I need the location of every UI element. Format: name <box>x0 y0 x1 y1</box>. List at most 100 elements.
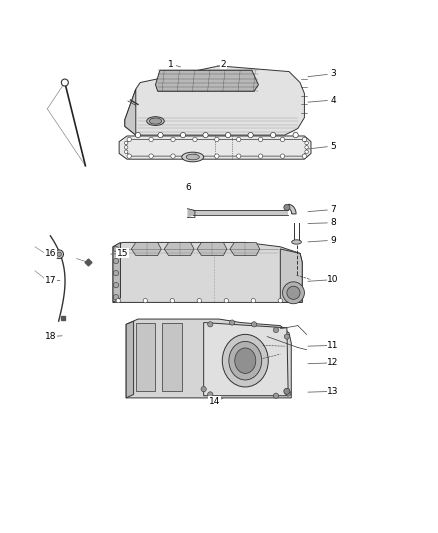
Circle shape <box>283 282 304 304</box>
Text: 17: 17 <box>45 276 56 285</box>
Circle shape <box>170 298 174 303</box>
Circle shape <box>284 334 290 339</box>
Circle shape <box>113 270 119 276</box>
Circle shape <box>271 133 276 138</box>
Circle shape <box>55 250 64 259</box>
Circle shape <box>124 150 128 154</box>
Circle shape <box>302 154 307 158</box>
Circle shape <box>215 154 219 158</box>
Circle shape <box>286 391 291 396</box>
Text: 18: 18 <box>45 332 56 341</box>
Circle shape <box>284 204 290 211</box>
Polygon shape <box>125 89 136 135</box>
Text: 13: 13 <box>327 387 339 396</box>
Circle shape <box>237 154 241 158</box>
Circle shape <box>224 298 229 303</box>
Polygon shape <box>126 321 134 398</box>
Polygon shape <box>136 324 155 391</box>
Circle shape <box>258 154 263 158</box>
Circle shape <box>180 133 186 138</box>
Polygon shape <box>280 249 302 302</box>
Polygon shape <box>131 243 161 255</box>
Circle shape <box>113 259 119 264</box>
Text: 9: 9 <box>330 236 336 245</box>
Circle shape <box>302 138 307 142</box>
Polygon shape <box>197 243 227 255</box>
Circle shape <box>149 138 153 142</box>
Ellipse shape <box>229 342 262 380</box>
Text: 1: 1 <box>168 60 174 69</box>
Circle shape <box>203 133 208 138</box>
Text: 11: 11 <box>327 341 339 350</box>
Circle shape <box>171 138 175 142</box>
Circle shape <box>193 138 197 142</box>
Circle shape <box>208 392 213 397</box>
Circle shape <box>124 141 128 145</box>
Polygon shape <box>113 243 302 302</box>
Circle shape <box>149 154 153 158</box>
Circle shape <box>113 295 119 300</box>
Text: 6: 6 <box>185 183 191 192</box>
Text: 15: 15 <box>117 249 128 258</box>
Circle shape <box>124 146 128 149</box>
Circle shape <box>305 146 308 149</box>
Circle shape <box>143 298 148 303</box>
Text: 14: 14 <box>209 397 220 406</box>
Circle shape <box>208 322 213 327</box>
Polygon shape <box>288 204 296 214</box>
Circle shape <box>61 79 68 86</box>
Circle shape <box>273 327 279 333</box>
Text: 16: 16 <box>45 249 56 258</box>
Polygon shape <box>119 136 311 159</box>
Polygon shape <box>164 243 194 255</box>
Circle shape <box>57 252 61 256</box>
Circle shape <box>158 133 163 138</box>
Ellipse shape <box>292 240 301 244</box>
Circle shape <box>293 133 298 138</box>
Circle shape <box>113 282 119 288</box>
Circle shape <box>287 286 300 300</box>
Polygon shape <box>230 243 260 255</box>
Circle shape <box>248 133 253 138</box>
Circle shape <box>278 298 283 303</box>
Circle shape <box>226 133 231 138</box>
Circle shape <box>305 150 308 154</box>
Ellipse shape <box>149 118 162 124</box>
Circle shape <box>193 154 197 158</box>
Polygon shape <box>126 319 291 398</box>
Circle shape <box>280 154 285 158</box>
Polygon shape <box>125 66 304 135</box>
Ellipse shape <box>223 334 268 387</box>
Ellipse shape <box>147 117 164 125</box>
Polygon shape <box>204 322 288 395</box>
Ellipse shape <box>235 348 256 374</box>
Polygon shape <box>113 243 120 302</box>
Ellipse shape <box>182 152 204 162</box>
Text: 5: 5 <box>330 142 336 150</box>
Circle shape <box>127 154 131 158</box>
Text: 3: 3 <box>330 69 336 78</box>
Circle shape <box>116 298 120 303</box>
Circle shape <box>273 393 279 398</box>
Text: 4: 4 <box>330 95 336 104</box>
Circle shape <box>197 298 201 303</box>
Circle shape <box>113 246 119 252</box>
Circle shape <box>230 320 235 325</box>
Text: 12: 12 <box>327 358 339 367</box>
Circle shape <box>280 138 285 142</box>
Circle shape <box>127 138 131 142</box>
Circle shape <box>171 154 175 158</box>
Text: 7: 7 <box>330 205 336 214</box>
Circle shape <box>215 138 219 142</box>
Text: 8: 8 <box>330 218 336 227</box>
Polygon shape <box>155 70 258 91</box>
Ellipse shape <box>186 154 199 160</box>
Circle shape <box>305 141 308 145</box>
Circle shape <box>251 298 255 303</box>
Circle shape <box>237 138 241 142</box>
Text: 2: 2 <box>221 60 226 69</box>
Circle shape <box>284 388 290 394</box>
Text: 10: 10 <box>327 275 339 284</box>
Circle shape <box>135 133 141 138</box>
Circle shape <box>251 322 257 327</box>
